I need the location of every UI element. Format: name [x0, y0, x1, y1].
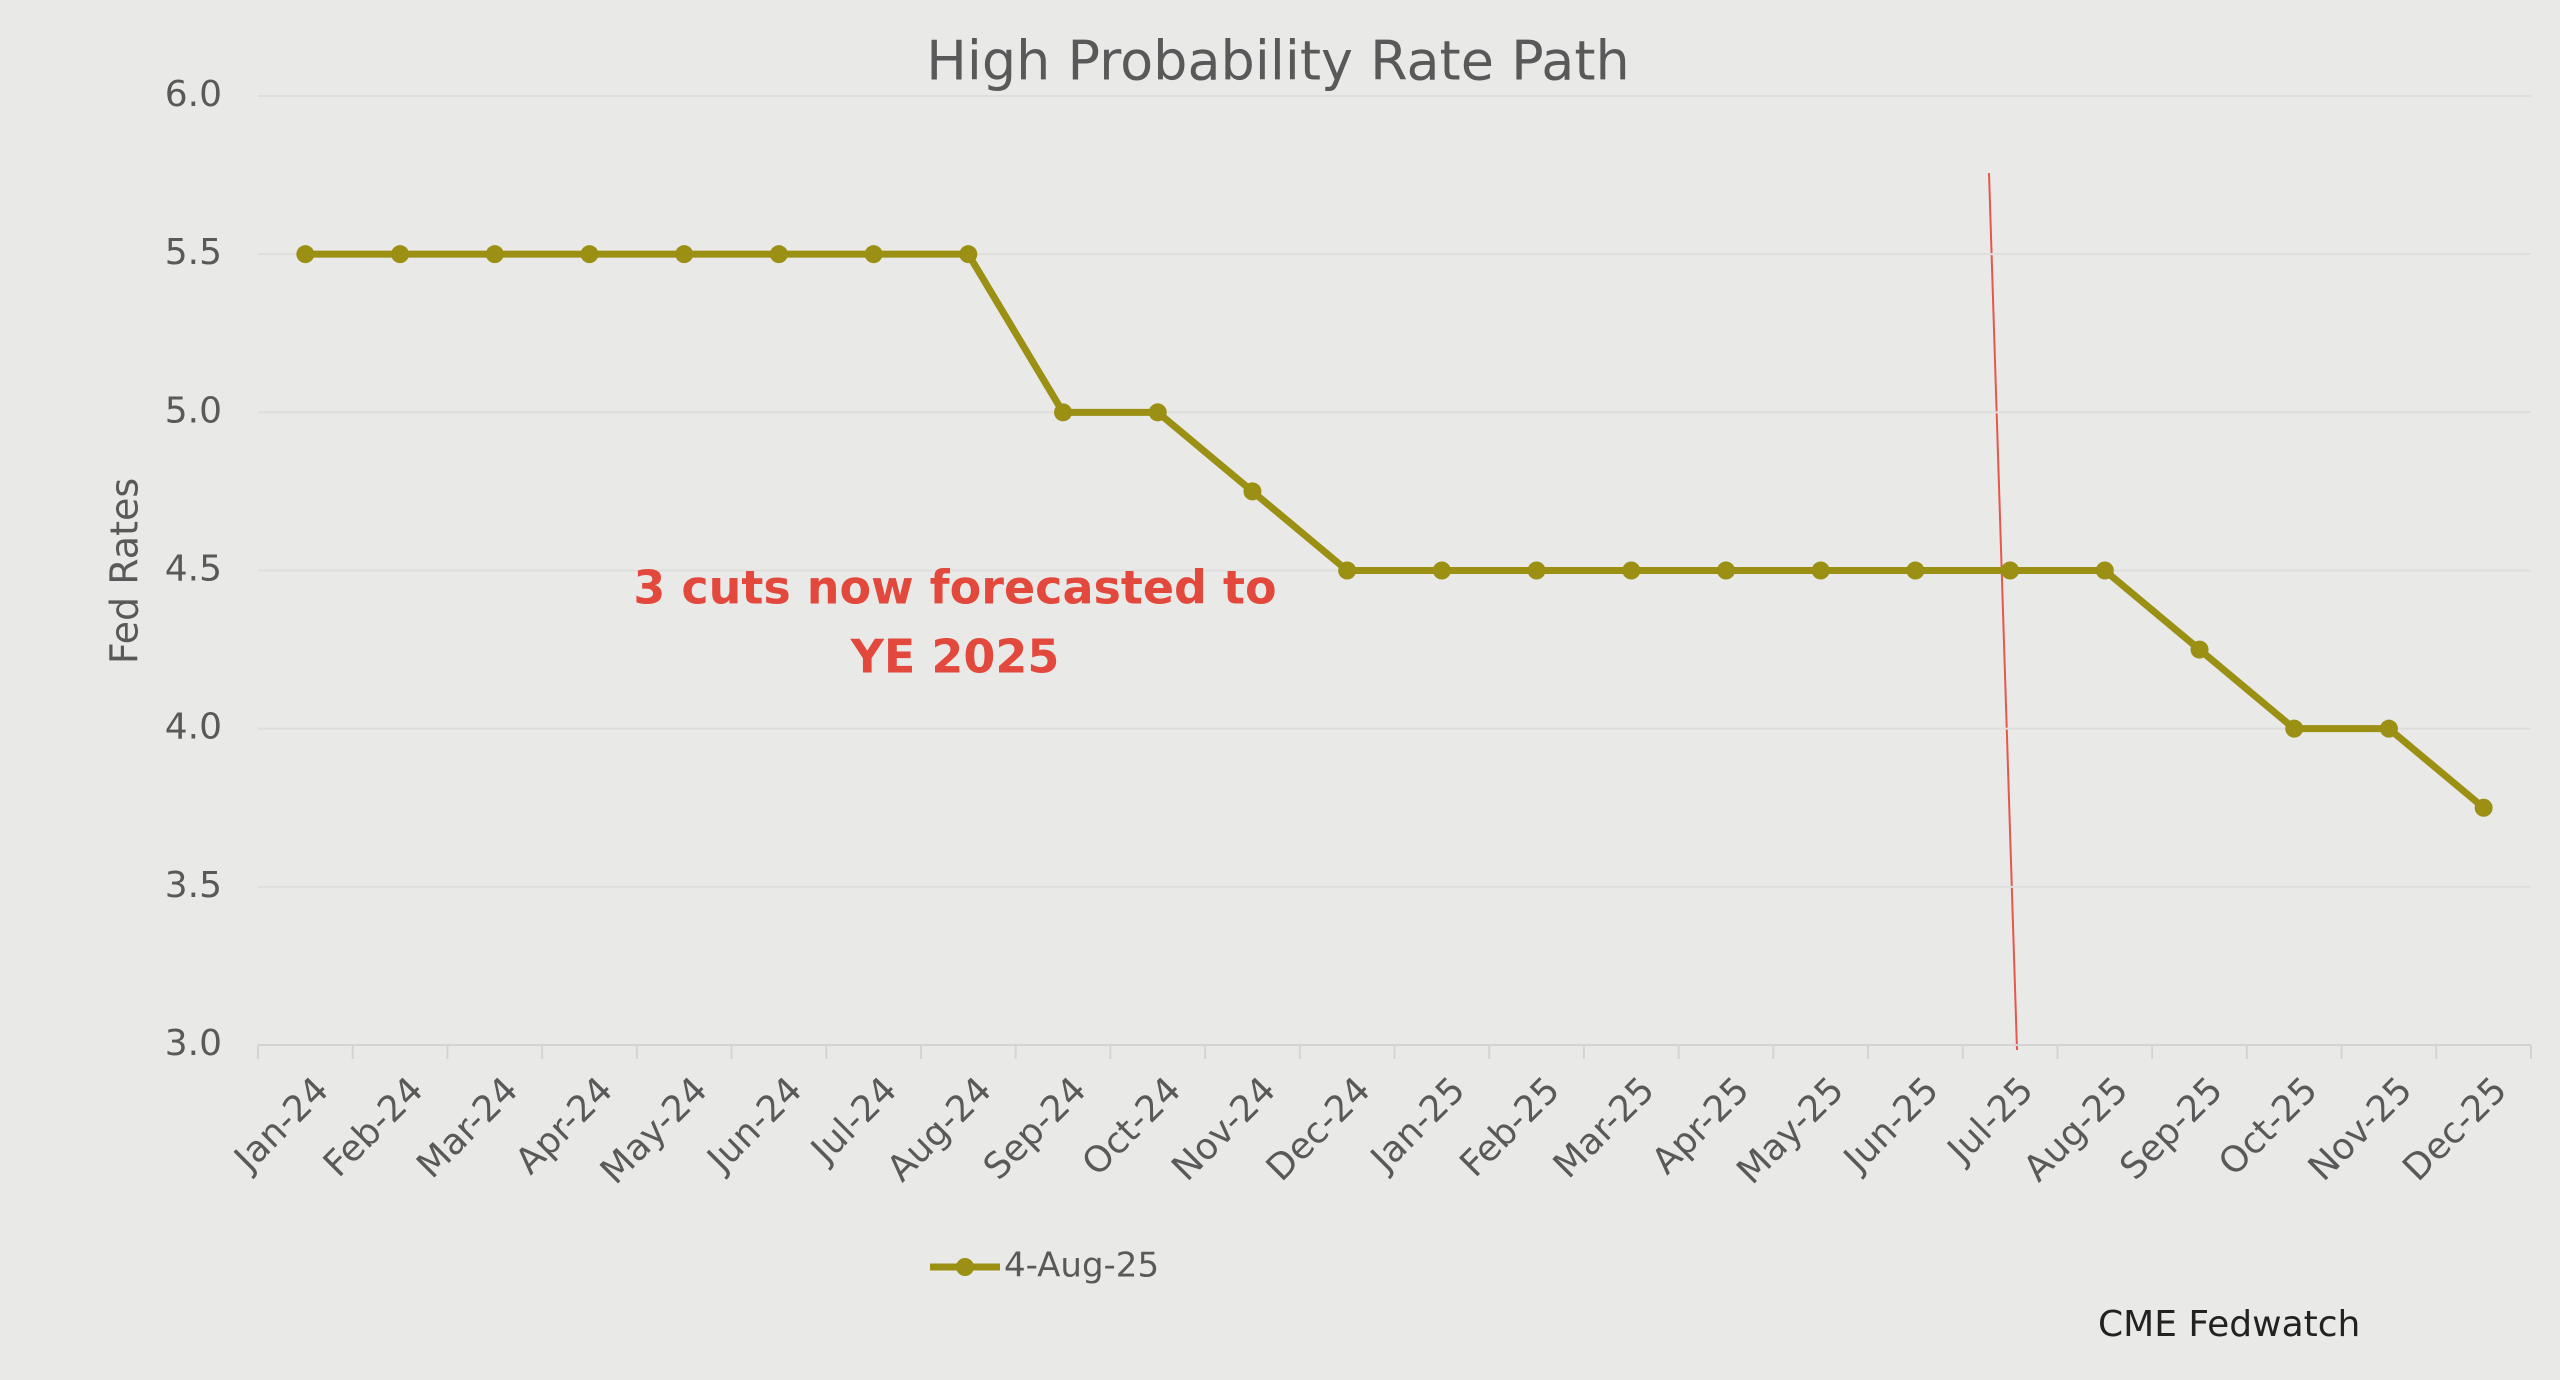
data-point: [959, 245, 978, 264]
data-point: [580, 245, 599, 264]
y-axis-label: Fed Rates: [103, 478, 147, 664]
data-point: [1811, 561, 1830, 580]
data-point: [2285, 719, 2304, 738]
data-point: [2095, 561, 2114, 580]
data-point: [864, 245, 883, 264]
data-point: [2001, 561, 2020, 580]
data-point: [2379, 719, 2398, 738]
data-point: [1622, 561, 1641, 580]
legend-swatch: [956, 1258, 974, 1276]
data-point: [675, 245, 694, 264]
data-point: [1527, 561, 1546, 580]
marker-line: [1988, 172, 2018, 1051]
data-point: [1243, 482, 1262, 501]
data-point: [1432, 561, 1451, 580]
y-tick-label: 4.5: [165, 549, 222, 590]
data-point: [296, 245, 315, 264]
chart-title: High Probability Rate Path: [926, 30, 1630, 93]
y-tick-label: 3.5: [165, 865, 222, 906]
y-tick-label: 4.0: [165, 707, 222, 748]
annotation: 3 cuts now forecasted to: [633, 561, 1276, 615]
y-tick-label: 5.5: [165, 232, 222, 273]
y-tick-label: 6.0: [165, 74, 222, 115]
data-point: [1338, 561, 1357, 580]
data-point: [2190, 640, 2209, 659]
y-tick-label: 3.0: [165, 1023, 222, 1064]
data-point: [1906, 561, 1925, 580]
annotation: YE 2025: [850, 630, 1060, 684]
data-point: [391, 245, 410, 264]
legend-label: 4-Aug-25: [1004, 1246, 1159, 1286]
data-point: [1716, 561, 1735, 580]
data-point: [1054, 403, 1073, 422]
data-point: [1148, 403, 1167, 422]
source: CME Fedwatch: [2098, 1304, 2360, 1345]
data-point: [769, 245, 788, 264]
data-point: [485, 245, 504, 264]
series-line: [305, 250, 2486, 811]
data-point: [2474, 798, 2493, 817]
y-tick-label: 5.0: [165, 390, 222, 431]
